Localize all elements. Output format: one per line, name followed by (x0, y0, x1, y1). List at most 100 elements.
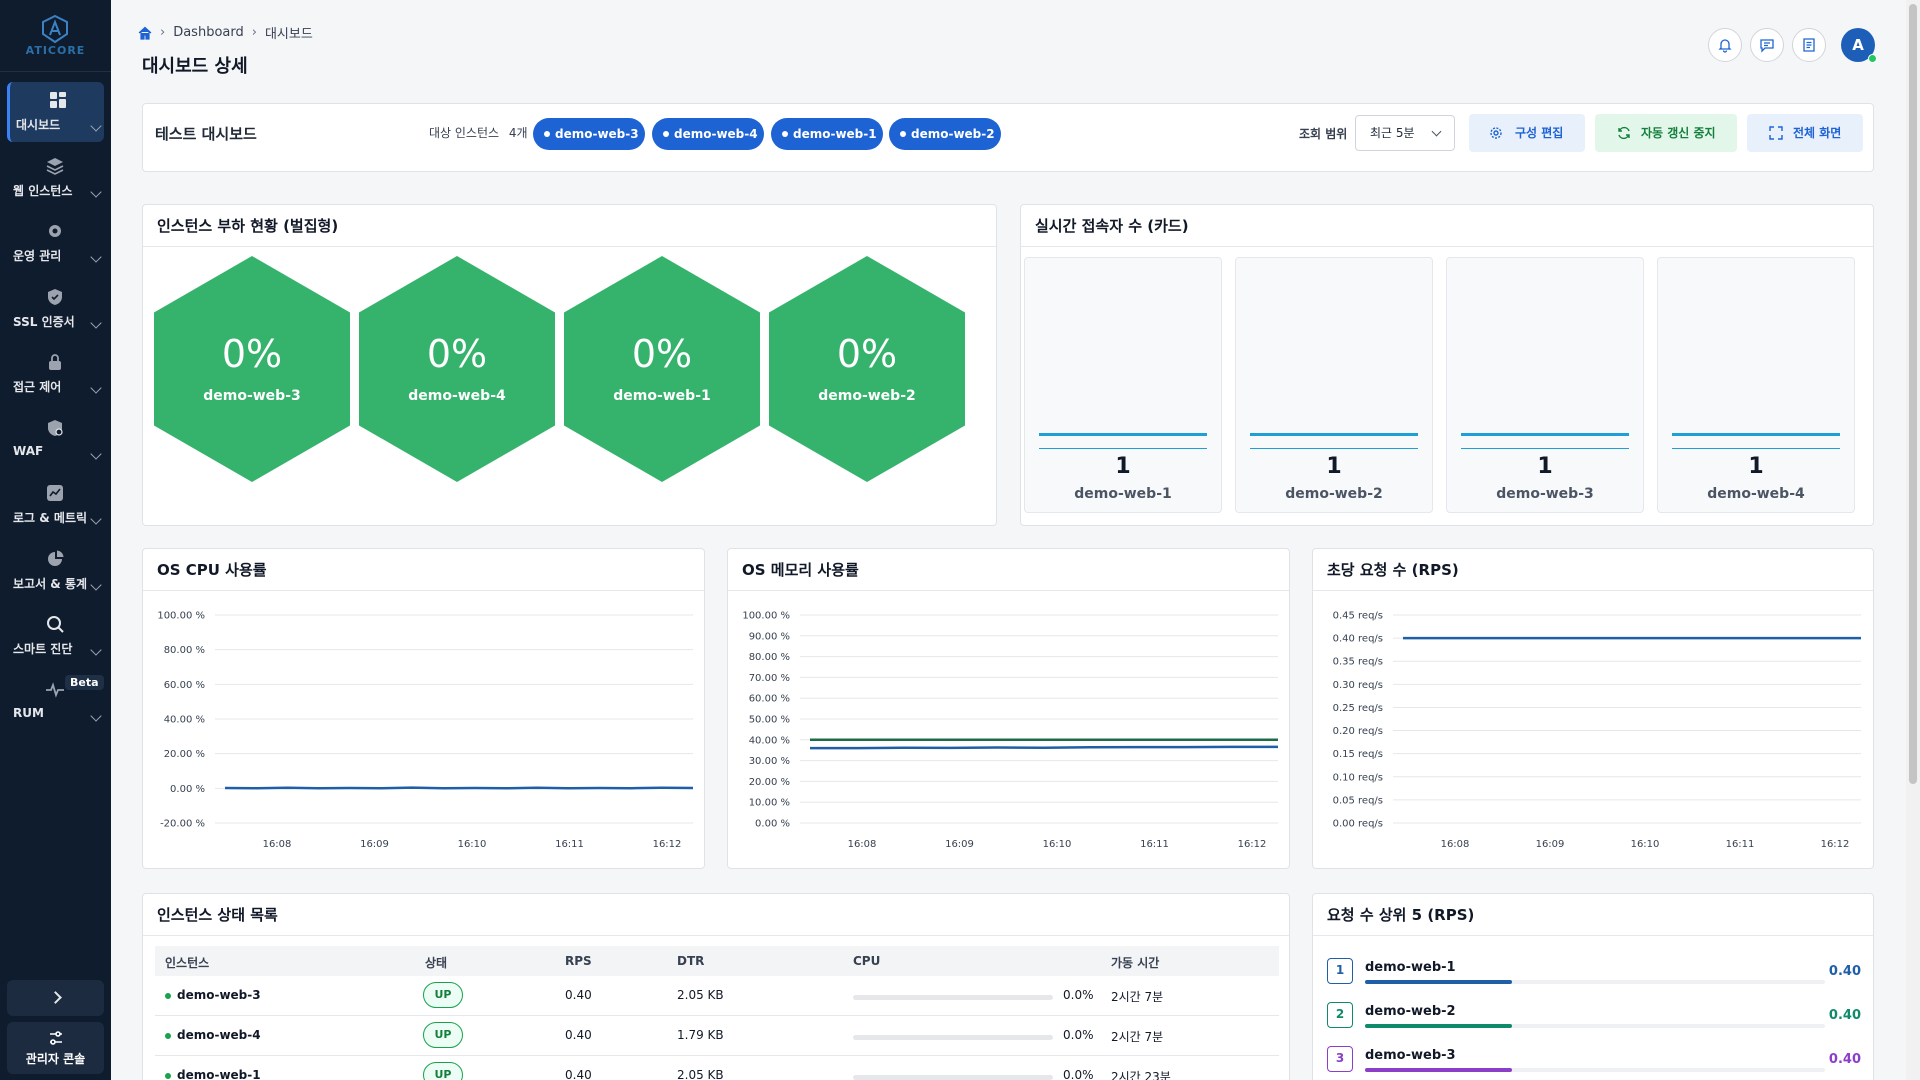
connection-card[interactable]: 1 demo-web-2 (1235, 257, 1433, 513)
y-tick-label: 0.15 req/s (1333, 749, 1383, 760)
sidebar-item-8[interactable]: 스마트 진단 (7, 606, 104, 666)
sparkline-baseline (1672, 448, 1840, 449)
column-header[interactable]: 가동 시간 (1111, 956, 1160, 970)
dtr-cell: 2.05 KB (677, 1068, 724, 1080)
logo[interactable]: ATICORE (0, 0, 111, 72)
page-title: 대시보드 상세 (142, 56, 248, 77)
panel-title: 실시간 접속자 수 (카드) (1035, 217, 1189, 235)
memory-chart-panel: OS 메모리 사용률 100.00 % 90.00 % 80.00 % 70.00 %… (727, 548, 1290, 869)
edit-config-button[interactable]: 구성 편집 (1469, 114, 1585, 152)
rank-number: 3 (1327, 1046, 1353, 1072)
rps-chart-panel: 초당 요청 수 (RPS) 0.45 req/s 0.40 req/s 0.35 r… (1312, 548, 1874, 869)
rank-row[interactable]: 3 demo-web-3 0.40 (1325, 1044, 1863, 1080)
panel-title: 인스턴스 상태 목록 (157, 906, 278, 924)
connection-card[interactable]: 1 demo-web-3 (1446, 257, 1644, 513)
rank-bar-fill (1365, 980, 1513, 984)
fullscreen-button[interactable]: 전체 화면 (1747, 114, 1863, 152)
instance-chip[interactable]: demo-web-2 (889, 118, 1001, 150)
chevron-down-icon (90, 382, 102, 394)
rank-bar-track (1365, 980, 1825, 984)
auto-refresh-label: 자동 갱신 중지 (1641, 126, 1716, 140)
connection-card[interactable]: 1 demo-web-1 (1024, 257, 1222, 513)
load-hexagon[interactable]: 0% demo-web-3 (154, 256, 350, 482)
sidebar-item-3[interactable]: SSL 인증서 (7, 279, 104, 339)
instance-name: demo-web-1 (1074, 486, 1172, 502)
connection-count: 1 (1537, 454, 1553, 479)
rps-cell: 0.40 (565, 1028, 592, 1042)
column-header[interactable]: 상태 (425, 956, 448, 970)
breadcrumb-dashboard-link[interactable]: Dashboard (173, 25, 244, 40)
y-tick-label: 60.00 % (749, 694, 790, 705)
notification-button[interactable] (1708, 28, 1742, 62)
breadcrumb-separator: › (251, 25, 257, 40)
y-tick-label: 0.40 req/s (1333, 634, 1383, 645)
load-percent: 0% (631, 332, 693, 376)
scrollbar-thumb[interactable] (1909, 4, 1917, 784)
sidebar-item-6[interactable]: 로그 & 메트릭 (7, 475, 104, 535)
stop-auto-refresh-button[interactable]: 자동 갱신 중지 (1595, 114, 1737, 152)
panel-title: 초당 요청 수 (RPS) (1327, 561, 1459, 579)
range-select[interactable]: 최근 5분 (1355, 115, 1455, 151)
y-tick-label: 10.00 % (749, 798, 790, 809)
instance-chip[interactable]: demo-web-1 (771, 118, 883, 150)
column-header[interactable]: 인스턴스 (165, 956, 210, 970)
page-scrollbar[interactable] (1906, 0, 1920, 1080)
sparkline-baseline (1461, 448, 1629, 449)
instance-name: demo-web-4 (1707, 486, 1805, 502)
instance-cell[interactable]: demo-web-3 (165, 988, 261, 1002)
sidebar-item-1[interactable]: 웹 인스턴스 (7, 148, 104, 208)
messages-button[interactable] (1750, 28, 1784, 62)
column-header[interactable]: DTR (677, 954, 705, 968)
y-tick-label: 0.25 req/s (1333, 703, 1383, 714)
load-hexagon[interactable]: 0% demo-web-1 (564, 256, 760, 482)
y-tick-label: 0.00 % (170, 784, 205, 795)
series-line[interactable] (224, 786, 694, 790)
rank-row[interactable]: 1 demo-web-1 0.40 (1325, 956, 1863, 996)
sidebar-item-2[interactable]: 운영 관리 (7, 213, 104, 273)
y-tick-label: 40.00 % (749, 735, 790, 746)
panel-divider (1313, 935, 1873, 936)
target-label: 대상 인스턴스 (429, 126, 500, 140)
rank-bar-fill (1365, 1068, 1513, 1072)
table-row[interactable]: demo-web-4 UP 0.40 1.79 KB 0.0% 2시간 7분 (155, 1016, 1279, 1056)
column-header[interactable]: RPS (565, 954, 592, 968)
load-hexagon[interactable]: 0% demo-web-2 (769, 256, 965, 482)
instance-load-panel: 인스턴스 부하 현황 (벌집형) 0% demo-web-3 0% demo-web-… (142, 204, 997, 526)
instance-cell[interactable]: demo-web-4 (165, 1028, 261, 1042)
search-icon (47, 616, 64, 633)
x-tick-label: 16:09 (360, 839, 389, 850)
panel-divider (1021, 246, 1873, 247)
panel-divider (728, 590, 1289, 591)
x-tick-label: 16:10 (458, 839, 487, 850)
y-tick-label: 100.00 % (742, 611, 790, 622)
x-tick-label: 16:09 (945, 839, 974, 850)
instance-cell[interactable]: demo-web-1 (165, 1068, 261, 1080)
shield-search-icon (48, 419, 63, 436)
y-tick-label: 20.00 % (749, 777, 790, 788)
instance-chip[interactable]: demo-web-4 (652, 118, 764, 150)
sparkline-bar (1250, 433, 1418, 436)
sidebar-item-9[interactable]: RUM Beta (7, 672, 104, 732)
connection-card[interactable]: 1 demo-web-4 (1657, 257, 1855, 513)
uptime-cell: 2시간 23분 (1111, 1070, 1171, 1080)
notes-button[interactable] (1792, 28, 1826, 62)
table-row[interactable]: demo-web-3 UP 0.40 2.05 KB 0.0% 2시간 7분 (155, 976, 1279, 1016)
load-hexagon[interactable]: 0% demo-web-4 (359, 256, 555, 482)
sidebar: ATICORE 대시보드 웹 인스턴스 운영 관리 SSL 인증서 접근 제어 WAF 로그… (0, 0, 111, 1080)
rps-cell: 0.40 (565, 1068, 592, 1080)
cpu-progress-bar (853, 1075, 1053, 1080)
table-row[interactable]: demo-web-1 UP 0.40 2.05 KB 0.0% 2시간 23분 (155, 1056, 1279, 1080)
series-line[interactable] (810, 745, 1278, 750)
instance-chip[interactable]: demo-web-3 (533, 118, 645, 150)
rank-value: 0.40 (1828, 964, 1861, 979)
load-percent: 0% (836, 332, 898, 376)
sidebar-item-5[interactable]: WAF (7, 410, 104, 470)
rank-row[interactable]: 2 demo-web-2 0.40 (1325, 1000, 1863, 1040)
sidebar-item-0[interactable]: 대시보드 (7, 82, 104, 142)
sidebar-item-7[interactable]: 보고서 & 통계 (7, 541, 104, 601)
admin-console-button[interactable]: 관리자 콘솔 (7, 1022, 104, 1074)
column-header[interactable]: CPU (853, 954, 881, 968)
home-icon[interactable] (138, 26, 152, 40)
sidebar-item-4[interactable]: 접근 제어 (7, 344, 104, 404)
sidebar-collapse-button[interactable] (7, 980, 104, 1016)
